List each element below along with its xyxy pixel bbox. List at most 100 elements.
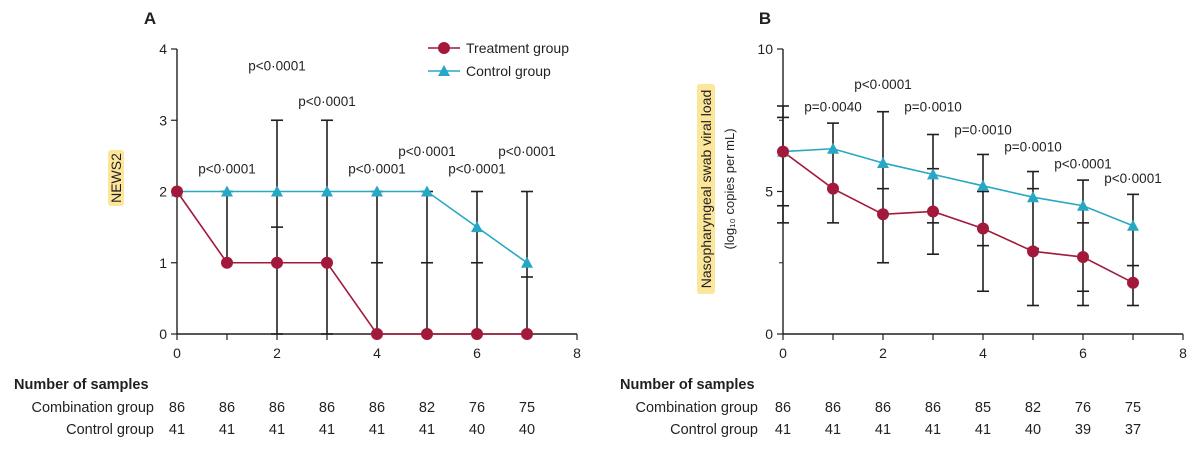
panel-a-samples-title: Number of samples (14, 377, 149, 393)
panel-b-p-value: p<0·0001 (1104, 171, 1161, 186)
panel-a-treatment-point (221, 256, 233, 269)
panel-a-ylabel: NEWS2 (108, 153, 124, 203)
panel-b-series-control-line (782, 147, 1134, 227)
panel-a-combination-count: 76 (469, 400, 485, 416)
panel-a-combination-count: 86 (369, 400, 385, 416)
panel-a-series-control-line (177, 190, 528, 264)
panel-a-combination-count: 86 (169, 400, 185, 416)
panel-a-treatment-point (421, 328, 433, 340)
panel-a-x-tick-label: 8 (573, 345, 581, 361)
panel-b-ylabel: Nasopharyngeal swab viral load (698, 90, 714, 288)
panel-a-control-point (371, 185, 383, 197)
panel-a-combination-count: 82 (419, 400, 435, 416)
panel-b-control-count: 40 (1025, 422, 1041, 438)
panel-b-treatment-point (827, 182, 839, 195)
panel-a-treatment-point (271, 256, 283, 269)
legend-treatment-marker (438, 42, 450, 54)
panel-a-p-value: p<0·0001 (498, 144, 555, 159)
panel-b-control-count: 41 (975, 422, 991, 438)
panel-a-y-tick-label: 4 (159, 41, 167, 57)
panel-b-label: B (759, 9, 771, 28)
legend-treatment-label: Treatment group (466, 40, 569, 56)
panel-b-x-tick-label: 8 (1179, 345, 1187, 361)
panel-b-combination-count: 82 (1025, 400, 1041, 416)
panel-a-combination-count: 86 (219, 400, 235, 416)
panel-a-combination-count: 75 (519, 400, 535, 416)
panel-a-p-value: p<0·0001 (298, 94, 355, 109)
panel-a-x-tick-label: 0 (173, 345, 181, 361)
panel-a-control-point (221, 185, 233, 197)
panel-b-treatment-point (1027, 245, 1039, 258)
panel-b-treatment-point (927, 205, 939, 218)
legend-control-marker (438, 65, 450, 76)
panel-b-p-value: p<0·0001 (1054, 157, 1111, 172)
panel-a-control-count: 40 (469, 422, 485, 438)
panel-a-combination-count: 86 (269, 400, 285, 416)
panel-b-control-count: 41 (825, 422, 841, 438)
panel-a-p-value: p<0·0001 (398, 144, 455, 159)
panel-b-x-tick-label: 0 (779, 345, 787, 361)
panel-a-control-count: 40 (519, 422, 535, 438)
panel-b-treatment-point (977, 222, 989, 235)
panel-b-p-value: p=0·0040 (804, 100, 861, 115)
panel-a-treatment-point (521, 328, 533, 340)
panel-a-p-value: p<0·0001 (248, 58, 305, 73)
panel-b-y-tick-label: 10 (757, 41, 773, 57)
panel-a-ylabel-highlight (108, 150, 124, 206)
panel-b-control-point (827, 142, 839, 154)
panel-b-control-count: 39 (1075, 422, 1091, 438)
panel-b-series-treatment-line (782, 150, 1134, 284)
panel-b-x-tick-label: 2 (879, 345, 887, 361)
panel-a-control-point (421, 185, 433, 197)
panel-b-ylabel-highlight (697, 84, 715, 294)
panel-b-control-point (1077, 199, 1089, 211)
panel-b-samples-title: Number of samples (620, 377, 755, 393)
panel-b-combination-count: 86 (875, 400, 891, 416)
panel-b-x-tick-label: 4 (979, 345, 987, 361)
panel-b-combination-count: 86 (825, 400, 841, 416)
panel-b-y-tick-label: 0 (765, 326, 773, 342)
legend-control-label: Control group (466, 63, 551, 79)
panel-b-x-tick-label: 6 (1079, 345, 1087, 361)
panel-a-control-label: Control group (66, 422, 154, 438)
panel-b-control-label: Control group (670, 422, 758, 438)
panel-a-x-tick-label: 2 (273, 345, 281, 361)
panel-a-x-tick-label: 4 (373, 345, 381, 361)
panel-a-p-value: p<0·0001 (448, 162, 505, 177)
panel-b-combination-count: 86 (775, 400, 791, 416)
panel-b-control-point (977, 179, 989, 191)
panel-b-combination-count: 75 (1125, 400, 1141, 416)
panel-b-control-count: 37 (1125, 422, 1141, 438)
panel-b-p-value: p=0·0010 (904, 100, 961, 115)
panel-a-y-tick-label: 0 (159, 326, 167, 342)
panel-a-control-count: 41 (219, 422, 235, 438)
panel-b-p-value: p=0·0010 (1004, 140, 1061, 155)
panel-a-control-point (271, 185, 283, 197)
panel-a-control-count: 41 (269, 422, 285, 438)
panel-b-control-count: 41 (925, 422, 941, 438)
panel-b-treatment-point (1127, 276, 1139, 289)
panel-a-control-point (521, 256, 533, 268)
panel-a-control-count: 41 (369, 422, 385, 438)
panel-a-p-value: p<0·0001 (348, 162, 405, 177)
panel-b-combination-count: 85 (975, 400, 991, 416)
panel-b-combination-count: 86 (925, 400, 941, 416)
panel-a-control-count: 41 (419, 422, 435, 438)
panel-b-control-count: 41 (875, 422, 891, 438)
panel-b-treatment-point (877, 208, 889, 221)
panel-b-control-point (877, 157, 889, 168)
panel-a-treatment-point (321, 256, 333, 269)
panel-b-y-tick-label: 5 (765, 184, 773, 200)
panel-a-y-tick-label: 1 (159, 255, 167, 271)
panel-a-y-tick-label: 2 (159, 184, 167, 200)
panel-a-label: A (144, 9, 156, 28)
panel-b-p-value: p=0·0010 (954, 123, 1011, 138)
panel-a-x-tick-label: 6 (473, 345, 481, 361)
panel-a-control-count: 41 (169, 422, 185, 438)
panel-b-control-point (1027, 191, 1039, 203)
panel-b-combination-count: 76 (1075, 400, 1091, 416)
panel-a-treatment-point (471, 328, 483, 340)
panel-b-ylabel-sub: (log₁₀ copies per mL) (722, 128, 737, 249)
panel-b-control-point (927, 168, 939, 180)
